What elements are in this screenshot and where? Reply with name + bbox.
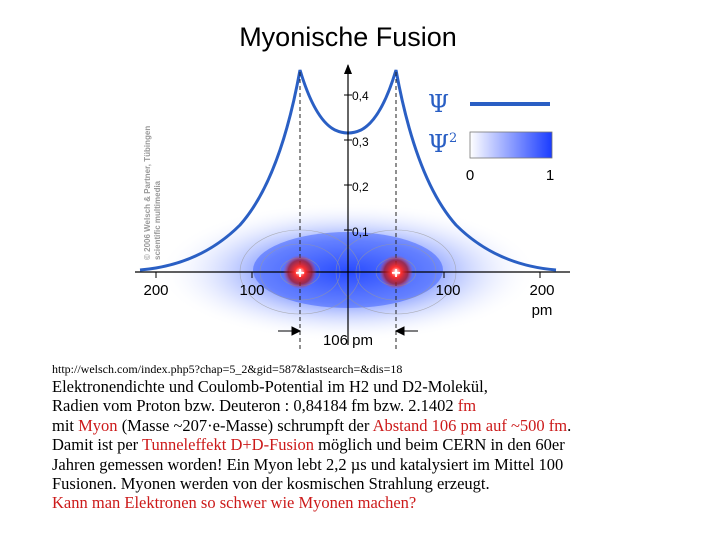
distance-marker	[278, 326, 418, 336]
x-ticks	[155, 272, 541, 278]
explanation-text: Elektronendichte und Coulomb-Potential i…	[52, 377, 702, 513]
text-line: Jahren gemessen worden! Ein Myon lebt 2,…	[52, 454, 564, 474]
legend-density-scale	[469, 131, 553, 159]
highlight-fm: fm	[457, 396, 477, 416]
y-axis-arrow	[344, 64, 352, 74]
highlight-distance: Abstand 106 pm auf ~500 fm	[372, 415, 568, 435]
x-tick-label: 200	[529, 282, 554, 299]
source-url: http://welsch.com/index.php5?chap=5_2&gi…	[52, 362, 403, 376]
y-ticks	[344, 94, 352, 231]
x-tick-label: 100	[239, 282, 264, 299]
legend: Ψ Ψ2 0 1	[428, 90, 554, 184]
x-tick-label: 100	[435, 282, 460, 299]
h2-molecule-diagram: 0,4 0,3 0,2 0,1 200 100 100 200 pm + + 1…	[135, 64, 570, 350]
legend-psi2-base: Ψ	[428, 130, 449, 158]
y-tick-label: 0,3	[352, 135, 369, 149]
nucleus-right: +	[379, 255, 413, 289]
text-line: Radien vom Proton bzw. Deuteron : 0,8418…	[52, 396, 702, 415]
question-line: Kann man Elektronen so schwer wie Myonen…	[52, 493, 417, 513]
nucleus-plus-symbol: +	[295, 265, 304, 282]
x-tick-label: 200	[143, 282, 168, 299]
text-segment: Radien vom Proton bzw. Deuteron : 0,8418…	[52, 396, 458, 416]
legend-psi2-label: Ψ2	[428, 130, 457, 158]
text-segment: Damit ist per	[52, 435, 142, 455]
text-segment: (Masse ~207·e-Masse) schrumpft der	[117, 415, 373, 435]
nucleus-left: +	[283, 255, 317, 289]
nucleus-guides	[299, 72, 397, 350]
text-line: Elektronendichte und Coulomb-Potential i…	[52, 377, 488, 396]
text-line: Fusionen. Myonen werden von der kosmisch…	[52, 474, 490, 494]
highlight-myon: Myon	[78, 415, 118, 435]
distance-label: 106 pm	[323, 332, 373, 349]
x-axis-unit: pm	[532, 302, 553, 319]
slide-title: Myonische Fusion	[239, 22, 457, 52]
y-tick-label: 0,2	[352, 180, 369, 194]
nucleus-plus-symbol: +	[391, 265, 400, 282]
legend-min-label: 0	[466, 167, 474, 184]
text-line: Damit ist per Tunneleffekt D+D-Fusion mö…	[52, 435, 702, 454]
highlight-fusion: Tunneleffekt D+D-Fusion	[141, 435, 315, 455]
y-tick-label: 0,1	[352, 225, 369, 239]
text-segment: mit	[52, 415, 79, 435]
text-segment: .	[567, 415, 572, 435]
y-tick-label: 0,4	[352, 89, 369, 103]
text-segment: möglich und beim CERN in den 60er	[314, 435, 565, 455]
copyright-text: © 2006 Welsch & Partner, Tübingen	[143, 126, 152, 260]
legend-psi-label: Ψ	[428, 90, 449, 118]
text-line: mit Myon (Masse ~207·e-Masse) schrumpft …	[52, 416, 702, 435]
legend-max-label: 1	[546, 167, 554, 184]
copyright-text-2: scientific multimedia	[153, 180, 162, 260]
legend-psi2-exponent: 2	[449, 131, 457, 146]
